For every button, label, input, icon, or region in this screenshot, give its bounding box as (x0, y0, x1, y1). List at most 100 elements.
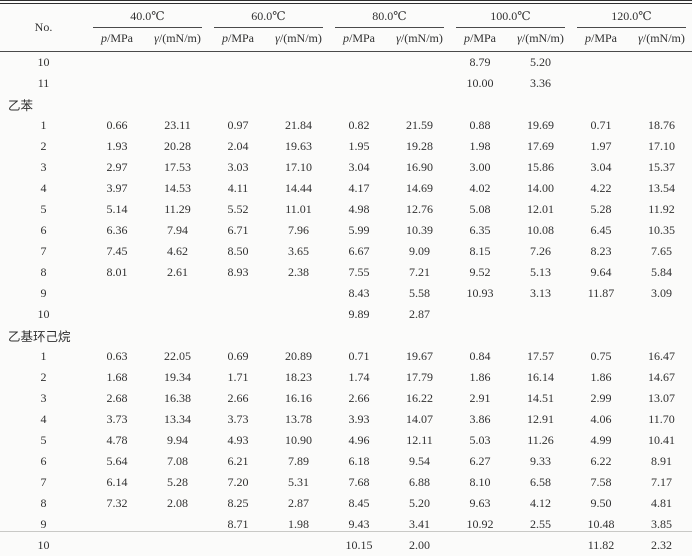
pressure-value: 7.20 (208, 472, 268, 493)
surface-tension-value: 12.11 (389, 430, 450, 451)
p-unit: /MPa (228, 31, 254, 45)
pressure-value: 6.14 (87, 472, 147, 493)
gamma-unit: /(mN/m) (159, 31, 201, 45)
surface-tension-column-header: γ/(mN/m) (510, 28, 571, 52)
pressure-value (208, 73, 268, 94)
p-unit: /MPa (349, 31, 375, 45)
section-label: 乙苯 (0, 94, 692, 115)
surface-tension-value: 19.28 (389, 136, 450, 157)
temp-label: 60.0℃ (208, 7, 329, 25)
pressure-value: 2.91 (450, 388, 510, 409)
surface-tension-column-header: γ/(mN/m) (147, 28, 208, 52)
surface-tension-value: 14.44 (268, 178, 329, 199)
pressure-value: 8.93 (208, 262, 268, 283)
temp-header-60: 60.0℃ (208, 2, 329, 28)
surface-tension-value: 20.89 (268, 346, 329, 367)
surface-tension-value: 11.01 (268, 199, 329, 220)
pressure-value: 5.08 (450, 199, 510, 220)
surface-tension-value: 2.87 (389, 304, 450, 325)
pressure-value: 1.86 (571, 367, 631, 388)
surface-tension-value: 11.26 (510, 430, 571, 451)
surface-tension-value (147, 52, 208, 74)
surface-tension-value (268, 52, 329, 74)
pressure-value: 2.68 (87, 388, 147, 409)
surface-tension-value: 20.28 (147, 136, 208, 157)
row-number: 10 (0, 52, 87, 74)
pressure-value: 3.03 (208, 157, 268, 178)
surface-tension-value: 4.81 (631, 493, 692, 514)
surface-tension-value: 9.33 (510, 451, 571, 472)
surface-tension-value: 18.76 (631, 115, 692, 136)
row-number: 2 (0, 367, 87, 388)
surface-tension-value: 14.07 (389, 409, 450, 430)
pressure-value: 0.69 (208, 346, 268, 367)
row-number: 10 (0, 535, 87, 556)
pressure-value: 1.86 (450, 367, 510, 388)
row-number: 6 (0, 220, 87, 241)
surface-tension-value: 17.57 (510, 346, 571, 367)
surface-tension-value (389, 73, 450, 94)
section-row: 乙基环己烷 (0, 325, 692, 346)
pressure-value (87, 304, 147, 325)
pressure-value: 2.97 (87, 157, 147, 178)
surface-tension-value: 4.12 (510, 493, 571, 514)
pressure-value: 1.74 (329, 367, 389, 388)
pressure-value: 2.04 (208, 136, 268, 157)
section-label: 乙基环己烷 (0, 325, 692, 346)
surface-tension-value: 10.39 (389, 220, 450, 241)
surface-tension-value: 10.41 (631, 430, 692, 451)
surface-tension-value: 3.65 (268, 241, 329, 262)
pressure-value: 0.66 (87, 115, 147, 136)
pressure-value: 2.66 (329, 388, 389, 409)
temp-header-40: 40.0℃ (87, 2, 208, 28)
surface-tension-value: 17.10 (268, 157, 329, 178)
surface-tension-value: 18.23 (268, 367, 329, 388)
surface-tension-value: 19.69 (510, 115, 571, 136)
pressure-value: 7.45 (87, 241, 147, 262)
pressure-value: 4.78 (87, 430, 147, 451)
row-number: 9 (0, 283, 87, 304)
temp-label: 80.0℃ (329, 7, 450, 25)
pressure-value: 8.01 (87, 262, 147, 283)
pressure-value: 7.58 (571, 472, 631, 493)
pressure-value (571, 52, 631, 74)
surface-tension-value: 6.58 (510, 472, 571, 493)
unit-header-row: p/MPa γ/(mN/m) p/MPa γ/(mN/m) p/MPa γ/(m… (0, 28, 692, 52)
pressure-value: 8.45 (329, 493, 389, 514)
surface-tension-value: 17.10 (631, 136, 692, 157)
pressure-value: 10.93 (450, 283, 510, 304)
pressure-value: 6.18 (329, 451, 389, 472)
surface-tension-value: 16.90 (389, 157, 450, 178)
temperature-header-row: No. 40.0℃ 60.0℃ 80.0℃ 100.0℃ 120.0℃ (0, 2, 692, 28)
surface-tension-value: 2.61 (147, 262, 208, 283)
surface-tension-value: 4.62 (147, 241, 208, 262)
pressure-value: 4.22 (571, 178, 631, 199)
surface-tension-value: 2.00 (389, 535, 450, 556)
pressure-column-header: p/MPa (329, 28, 389, 52)
pressure-value: 6.22 (571, 451, 631, 472)
surface-tension-value: 23.11 (147, 115, 208, 136)
surface-tension-value (268, 304, 329, 325)
row-number: 7 (0, 241, 87, 262)
surface-tension-value: 15.86 (510, 157, 571, 178)
surface-tension-value: 3.09 (631, 283, 692, 304)
surface-tension-value: 9.09 (389, 241, 450, 262)
pressure-value: 6.21 (208, 451, 268, 472)
surface-tension-value: 5.84 (631, 262, 692, 283)
table-header: No. 40.0℃ 60.0℃ 80.0℃ 100.0℃ 120.0℃ (0, 2, 692, 52)
row-number: 5 (0, 430, 87, 451)
pressure-value: 1.97 (571, 136, 631, 157)
pressure-value: 10.15 (329, 535, 389, 556)
surface-tension-value: 7.17 (631, 472, 692, 493)
pressure-value: 4.02 (450, 178, 510, 199)
